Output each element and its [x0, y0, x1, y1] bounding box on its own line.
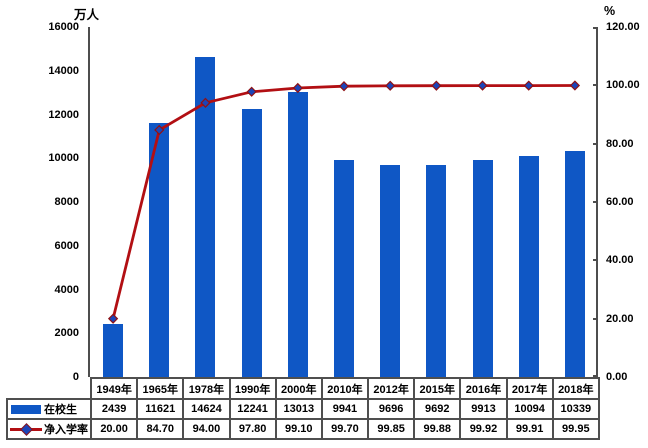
year-cell: 1990年: [228, 377, 277, 400]
right-axis-tickmark: [593, 317, 598, 320]
left-axis-tick-label: 14000: [48, 64, 79, 77]
enrollment-value-cell: 9913: [459, 398, 508, 420]
right-axis-tick-label: 0.00: [606, 371, 628, 383]
enrollment-value-cell: 11621: [136, 398, 185, 420]
rate-value-cell: 99.10: [274, 418, 323, 440]
line-marker: [431, 80, 442, 91]
line-series-svg: [107, 80, 581, 324]
data-table: 1949年 1965年 1978年 1990年 2000年 2010年 2012年 2015年…: [6, 377, 600, 440]
line-marker: [569, 80, 581, 91]
right-axis-tickmark: [593, 259, 598, 262]
right-axis-tickmark: [593, 84, 598, 87]
enrollment-value-cell: 9696: [367, 398, 416, 420]
rate-value-cell: 99.85: [367, 418, 416, 440]
plot-area: [90, 27, 598, 377]
table-corner-spacer: [7, 378, 91, 399]
left-axis-tick-label: 2000: [54, 327, 79, 340]
left-axis-tick-label: 10000: [48, 152, 79, 165]
left-axis-tick-label: 8000: [54, 196, 79, 208]
enrollment-value-cell: 13013: [274, 398, 323, 420]
right-axis-ticks: 120.00 100.00 80.00 60.00 40.00 20.00 0.00: [603, 21, 648, 383]
left-axis-ticks: 16000 14000 12000 10000 8000 6000 4000 2000 0: [0, 21, 85, 383]
bar: [426, 165, 447, 377]
enrollment-value-cell: 9692: [413, 398, 462, 420]
year-cell: 2010年: [320, 377, 370, 400]
rate-value-cell: 99.70: [320, 418, 370, 440]
left-axis-tick-label: 16000: [48, 21, 79, 33]
line-marker: [338, 81, 350, 92]
enrollment-value-cell: 9941: [320, 398, 370, 420]
bar: [195, 57, 216, 377]
right-axis-tickmark: [593, 201, 598, 203]
line-legend-icon: [10, 423, 42, 436]
enrollment-value-cell: 10094: [505, 398, 554, 420]
bar: [518, 156, 539, 377]
year-cell: 2018年: [551, 377, 600, 400]
enrollment-value-cell: 12241: [228, 398, 277, 420]
rate-value-cell: 97.80: [228, 418, 277, 440]
line-marker: [477, 80, 488, 91]
line-marker: [154, 124, 165, 136]
right-axis-tick-label: 40.00: [606, 254, 634, 267]
line-marker: [107, 313, 119, 324]
line-marker: [292, 82, 303, 94]
enrollment-value-cell: 10339: [551, 398, 600, 420]
bar: [380, 164, 401, 377]
bar: [241, 109, 262, 377]
right-axis-tick-label: 60.00: [606, 196, 634, 208]
rate-value-cell: 84.70: [136, 418, 185, 440]
right-axis-tickmark: [593, 27, 598, 29]
rate-value-cell: 99.95: [551, 418, 600, 440]
right-axis-tick-label: 80.00: [606, 137, 634, 150]
right-axis-tickmark: [593, 142, 598, 145]
line-marker: [246, 86, 257, 97]
left-axis-tick-label: 12000: [48, 108, 79, 121]
bar: [103, 323, 124, 377]
rate-value-cell: 99.88: [413, 418, 462, 440]
year-cell: 2000年: [274, 377, 323, 400]
bar: [564, 150, 585, 377]
year-cell: 1965年: [136, 377, 185, 400]
line-marker: [200, 97, 211, 108]
year-cell: 2017年: [505, 377, 554, 400]
enrollment-value-cell: 14624: [182, 398, 231, 420]
left-axis-tick-label: 0: [72, 371, 79, 383]
left-axis-line: [88, 27, 90, 377]
right-axis-title: %: [604, 4, 616, 18]
rate-value-cell: 20.00: [89, 418, 139, 440]
enrollment-value-cell: 2439: [89, 398, 139, 420]
line-marker: [523, 80, 534, 91]
right-axis-tickmark: [593, 375, 598, 377]
legend-cell-rate: 净入学率: [6, 418, 92, 440]
bar: [334, 159, 354, 377]
rate-value-cell: 94.00: [182, 418, 231, 440]
bar: [149, 122, 170, 377]
left-axis-tick-label: 6000: [54, 239, 79, 252]
year-cell: 1978年: [182, 377, 231, 400]
year-cell: 1949年: [89, 377, 139, 400]
line-path: [111, 84, 575, 320]
right-axis-tick-label: 120.00: [606, 21, 640, 33]
year-cell: 2012年: [367, 377, 416, 400]
rate-value-cell: 99.91: [505, 418, 554, 440]
right-axis-tick-label: 20.00: [606, 312, 634, 325]
bar: [287, 92, 308, 377]
left-axis-tick-label: 4000: [54, 283, 79, 296]
right-axis-tick-label: 100.00: [606, 79, 640, 92]
line-marker: [385, 80, 396, 91]
rate-value-cell: 99.92: [459, 418, 508, 440]
bar-legend-icon: [11, 405, 41, 414]
year-cell: 2016年: [459, 377, 508, 400]
legend-cell-enrollment: 在校生: [6, 398, 92, 420]
line-series-name: 净入学率: [44, 424, 88, 436]
bar: [472, 160, 493, 377]
year-cell: 2015年: [413, 377, 462, 400]
bar-series-name: 在校生: [44, 404, 77, 416]
left-axis-title: 万人: [74, 8, 100, 22]
